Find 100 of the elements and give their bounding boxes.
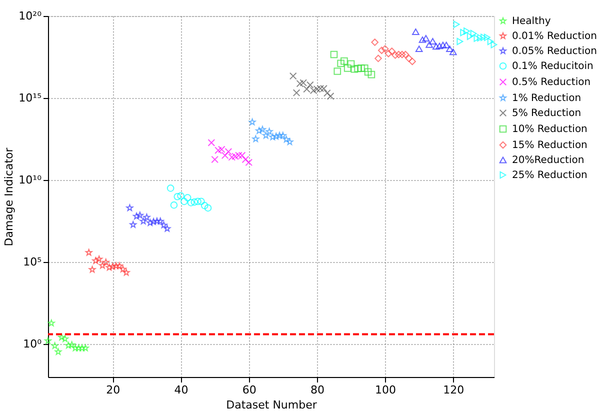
point: [490, 40, 498, 48]
point: [180, 198, 188, 206]
point: [106, 264, 113, 271]
point: [58, 334, 66, 340]
point: [85, 248, 92, 256]
legend-label: 25% Reduction: [512, 170, 588, 181]
x-tick-label: 20: [106, 384, 120, 396]
point: [449, 48, 457, 56]
y-tick-label: 10²⁰: [18, 10, 42, 22]
legend-label: 0.5% Reduction: [512, 77, 591, 88]
point: [75, 344, 82, 352]
point: [360, 64, 368, 72]
point: [116, 262, 123, 269]
point: [442, 42, 450, 48]
point: [102, 258, 110, 266]
y-tick-label: 10¹⁰: [18, 174, 42, 187]
point: [72, 344, 79, 352]
point: [350, 65, 358, 73]
point: [174, 192, 182, 200]
point: [78, 344, 86, 352]
point: [204, 204, 212, 212]
point: [412, 28, 420, 35]
point: [276, 132, 284, 139]
point: [408, 58, 416, 66]
point: [146, 219, 154, 226]
point: [272, 132, 280, 140]
point: [477, 34, 484, 42]
point: [466, 32, 474, 40]
point: [381, 45, 389, 52]
y-tick-label: 10⁵: [23, 256, 42, 269]
point: [177, 192, 184, 200]
point: [371, 38, 378, 46]
point: [453, 20, 460, 28]
point: [242, 156, 250, 164]
point: [184, 194, 192, 202]
point: [64, 342, 72, 349]
point: [296, 80, 304, 88]
x-tick-label: 60: [242, 384, 256, 396]
point: [418, 36, 426, 43]
point: [166, 184, 174, 192]
legend-label: 5% Reduction: [512, 108, 582, 119]
point: [340, 57, 348, 65]
point: [402, 50, 410, 58]
point: [68, 341, 76, 348]
point: [324, 89, 331, 97]
point: [374, 54, 382, 62]
point: [98, 262, 106, 269]
point: [170, 201, 178, 209]
point: [456, 38, 464, 46]
x-tick-label: 40: [174, 384, 188, 396]
y-axis-title: Damage Indicator: [2, 147, 16, 246]
point: [136, 212, 144, 218]
point: [384, 50, 392, 58]
point: [426, 41, 433, 48]
point: [398, 50, 406, 58]
legend-label: 0.05% Reduction: [512, 46, 597, 57]
point: [439, 42, 447, 48]
point: [252, 135, 260, 142]
point: [187, 199, 195, 206]
point: [446, 46, 454, 52]
point: [347, 60, 355, 68]
point: [112, 262, 120, 269]
x-tick-label: 80: [310, 384, 324, 396]
point: [258, 126, 266, 133]
point: [156, 218, 164, 224]
point: [337, 60, 344, 68]
point: [62, 335, 69, 342]
legend-label: 1% Reduction: [512, 93, 582, 104]
point: [256, 127, 263, 134]
point: [436, 42, 444, 50]
point: [130, 221, 137, 228]
point: [292, 89, 300, 96]
point: [51, 342, 58, 349]
point: [190, 198, 198, 206]
point: [480, 34, 488, 42]
legend-label: 10% Reduction: [512, 124, 588, 135]
point: [470, 30, 477, 38]
y-tick-label: 10⁰: [23, 338, 42, 351]
point: [262, 132, 270, 139]
legend-label: 20%Reduction: [512, 155, 584, 166]
point: [160, 221, 168, 228]
point: [282, 136, 290, 143]
point: [82, 344, 89, 352]
point: [109, 262, 116, 270]
point: [133, 212, 140, 220]
point: [269, 133, 276, 140]
point: [122, 268, 130, 276]
point: [392, 52, 399, 59]
point: [429, 38, 436, 44]
point: [140, 218, 147, 224]
point: [200, 202, 208, 210]
point: [279, 132, 286, 139]
point: [48, 320, 55, 326]
point: [208, 139, 216, 146]
point: [388, 48, 396, 55]
point: [344, 64, 352, 72]
legend-label: 0.1% Reducitoin: [512, 61, 594, 72]
point: [143, 214, 150, 220]
point: [395, 50, 402, 58]
point: [484, 34, 490, 42]
